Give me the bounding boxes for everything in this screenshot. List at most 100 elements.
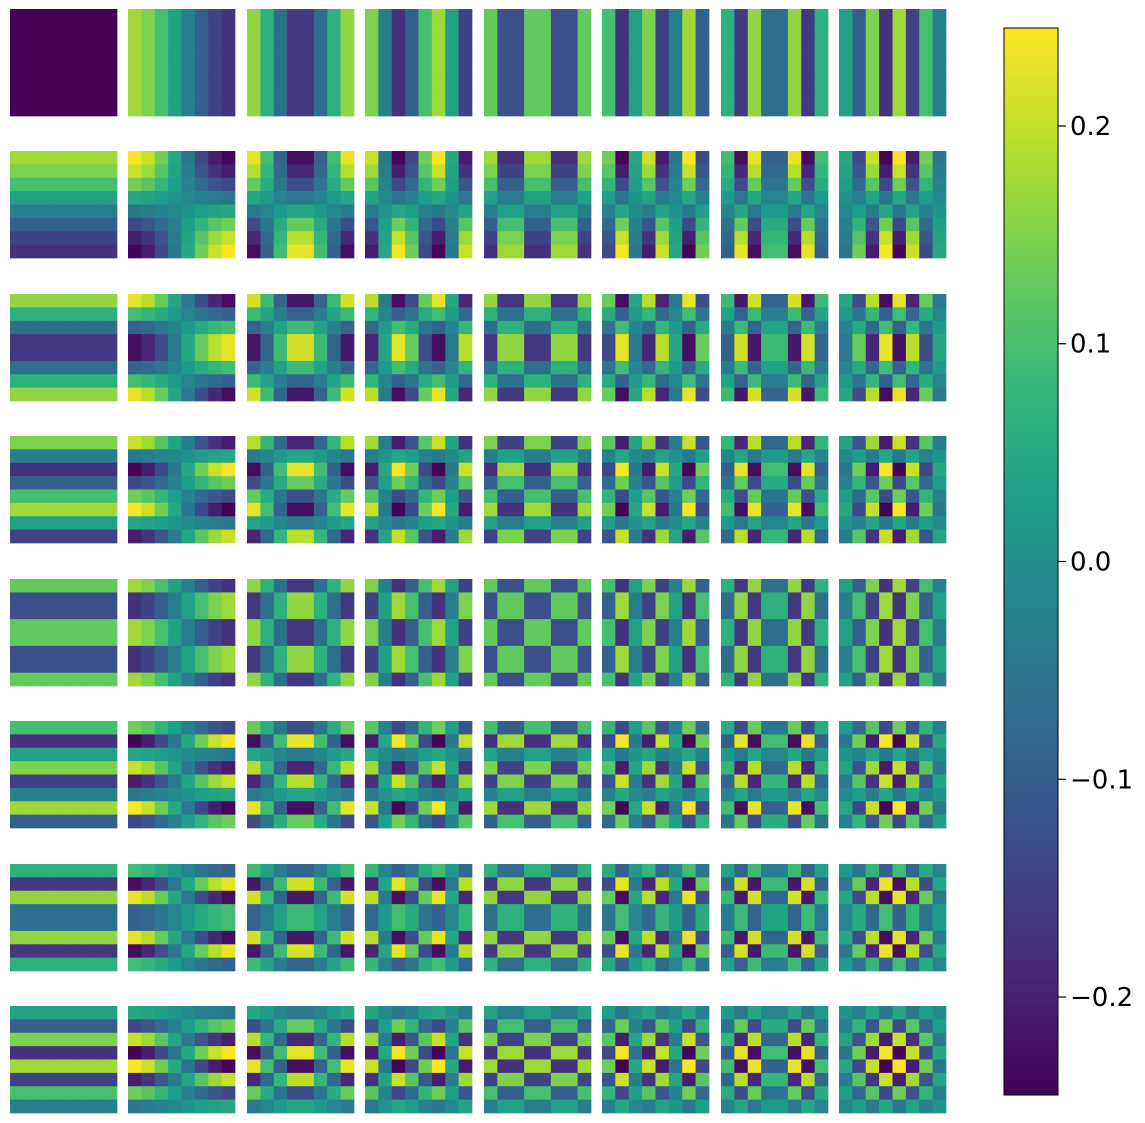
basis-tile-r5-c5 — [602, 721, 710, 829]
tile-cell — [168, 204, 182, 219]
tile-cell — [327, 489, 341, 504]
tile-cell — [761, 904, 775, 918]
tile-cell — [879, 334, 893, 348]
tile-cell — [445, 75, 459, 90]
tile-cell — [141, 489, 156, 504]
tile-cell — [458, 721, 473, 735]
tile-cell — [378, 801, 393, 815]
tile-cell — [761, 1032, 775, 1047]
tile-cell — [839, 944, 853, 958]
tile-cell — [418, 320, 433, 335]
tile-cell — [655, 62, 670, 77]
tile-cell — [550, 619, 565, 633]
tile-cell — [431, 890, 446, 905]
tile-cell — [458, 1046, 473, 1060]
tile-cell — [50, 592, 64, 607]
tile-cell — [497, 75, 512, 90]
tile-cell — [642, 877, 656, 892]
tile-cell — [852, 1072, 867, 1087]
tile-cell — [36, 659, 51, 673]
tile-cell — [602, 151, 616, 165]
tile-cell — [537, 877, 552, 892]
tile-cell — [721, 605, 735, 620]
tile-cell — [10, 151, 24, 165]
tile-cell — [445, 449, 459, 464]
tile-cell — [932, 9, 947, 23]
tile-cell — [879, 957, 893, 972]
tile-cell — [550, 62, 565, 77]
tile-cell — [273, 360, 288, 375]
tile-cell — [484, 619, 498, 633]
tile-cell — [313, 721, 328, 735]
tile-cell — [154, 774, 169, 789]
tile-cell — [313, 102, 328, 117]
tile-cell — [221, 489, 236, 504]
tile-cell — [905, 1006, 920, 1020]
tile-cell — [892, 787, 907, 802]
tile-cell — [602, 1099, 616, 1114]
tile-cell — [602, 22, 616, 37]
tile-cell — [431, 75, 446, 90]
tile-cell — [10, 89, 24, 103]
tile-cell — [76, 164, 91, 179]
tile-cell — [103, 774, 118, 789]
tile-cell — [852, 360, 867, 375]
tile-cell — [208, 9, 222, 23]
tile-cell — [340, 1046, 355, 1060]
tile-cell — [287, 217, 301, 232]
tile-cell — [484, 787, 498, 802]
tile-cell — [128, 62, 142, 77]
tile-cell — [287, 672, 301, 687]
tile-cell — [287, 930, 301, 945]
tile-cell — [208, 164, 222, 179]
tile-cell — [642, 864, 656, 878]
tile-cell — [221, 930, 236, 945]
tile-cell — [76, 151, 91, 165]
tile-cell — [892, 294, 907, 308]
tile-cell — [577, 177, 592, 192]
tile-cell — [695, 579, 710, 593]
tile-cell — [247, 462, 261, 477]
tile-cell — [577, 579, 592, 593]
tile-cell — [340, 244, 355, 259]
tile-cell — [615, 307, 630, 322]
tile-cell — [577, 35, 592, 50]
tile-cell — [445, 774, 459, 789]
tile-cell — [695, 489, 710, 504]
tile-cell — [327, 672, 341, 687]
tile-cell — [76, 890, 91, 905]
tile-cell — [247, 9, 261, 23]
tile-cell — [615, 579, 630, 593]
tile-cell — [734, 801, 749, 815]
tile-cell — [90, 917, 104, 932]
tile-cell — [814, 774, 829, 789]
tile-cell — [247, 592, 261, 607]
tile-cell — [418, 360, 433, 375]
tile-cell — [865, 904, 880, 918]
tile-cell — [905, 774, 920, 789]
tile-cell — [721, 645, 735, 660]
tile-cell — [103, 659, 118, 673]
tile-cell — [510, 659, 525, 673]
tile-cell — [524, 1099, 538, 1114]
tile-cell — [524, 672, 538, 687]
tile-cell — [564, 904, 578, 918]
tile-cell — [537, 191, 552, 205]
tile-cell — [774, 944, 789, 958]
tile-cell — [628, 476, 643, 490]
tile-cell — [445, 645, 459, 660]
tile-cell — [682, 231, 696, 245]
tile-cell — [327, 191, 341, 205]
tile-cell — [208, 721, 222, 735]
tile-cell — [260, 930, 275, 945]
tile-cell — [761, 49, 775, 63]
tile-cell — [260, 502, 275, 517]
tile-cell — [445, 334, 459, 348]
tile-cell — [391, 49, 406, 63]
tile-cell — [10, 307, 24, 322]
tile-cell — [682, 489, 696, 504]
tile-cell — [682, 62, 696, 77]
tile-cell — [378, 387, 393, 402]
tile-cell — [50, 204, 64, 219]
tile-cell — [405, 890, 419, 905]
